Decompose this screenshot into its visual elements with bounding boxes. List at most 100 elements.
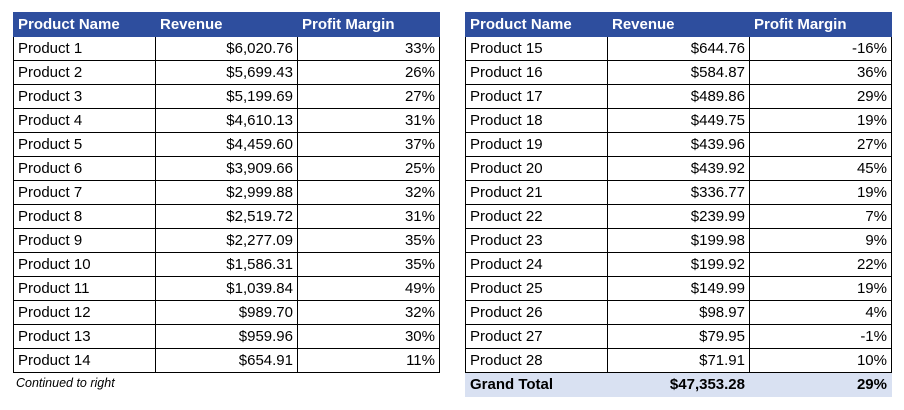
cell-profit-margin: 26% [297, 60, 440, 85]
total-profit-margin: 29% [749, 372, 892, 397]
cell-product-name: Product 11 [13, 276, 156, 301]
footnote: Continued to right [16, 376, 115, 390]
table-row: Product 20 $439.92 45% [465, 156, 892, 181]
cell-revenue: $2,277.09 [155, 228, 298, 253]
table-row: Product 7 $2,999.88 32% [13, 180, 440, 205]
cell-profit-margin: 35% [297, 228, 440, 253]
cell-product-name: Product 1 [13, 36, 156, 61]
cell-revenue: $71.91 [607, 348, 750, 373]
table-row: Product 28 $71.91 10% [465, 348, 892, 373]
cell-profit-margin: -16% [749, 36, 892, 61]
cell-product-name: Product 12 [13, 300, 156, 325]
cell-product-name: Product 3 [13, 84, 156, 109]
cell-revenue: $449.75 [607, 108, 750, 133]
cell-profit-margin: 30% [297, 324, 440, 349]
cell-revenue: $2,999.88 [155, 180, 298, 205]
cell-product-name: Product 18 [465, 108, 608, 133]
cell-revenue: $959.96 [155, 324, 298, 349]
cell-product-name: Product 16 [465, 60, 608, 85]
product-table-right: Product Name Revenue Profit Margin Product… [465, 12, 892, 397]
cell-revenue: $199.92 [607, 252, 750, 277]
cell-profit-margin: 31% [297, 108, 440, 133]
table-row: Product 21 $336.77 19% [465, 180, 892, 205]
cell-profit-margin: 22% [749, 252, 892, 277]
cell-product-name: Product 10 [13, 252, 156, 277]
table-header: Product Name Revenue Profit Margin [465, 12, 892, 37]
cell-profit-margin: 37% [297, 132, 440, 157]
cell-profit-margin: 19% [749, 180, 892, 205]
table-row: Product 15 $644.76 -16% [465, 36, 892, 61]
cell-product-name: Product 14 [13, 348, 156, 373]
cell-revenue: $336.77 [607, 180, 750, 205]
cell-product-name: Product 7 [13, 180, 156, 205]
cell-revenue: $489.86 [607, 84, 750, 109]
cell-product-name: Product 4 [13, 108, 156, 133]
cell-revenue: $6,020.76 [155, 36, 298, 61]
grand-total-row: Grand Total $47,353.28 29% [465, 372, 892, 397]
total-product-name: Grand Total [465, 372, 608, 397]
table-row: Product 24 $199.92 22% [465, 252, 892, 277]
cell-revenue: $4,610.13 [155, 108, 298, 133]
cell-revenue: $239.99 [607, 204, 750, 229]
column-header-revenue: Revenue [155, 12, 298, 37]
cell-product-name: Product 28 [465, 348, 608, 373]
cell-product-name: Product 22 [465, 204, 608, 229]
table-row: Product 9 $2,277.09 35% [13, 228, 440, 253]
table-row: Product 17 $489.86 29% [465, 84, 892, 109]
column-header-product-name: Product Name [465, 12, 608, 37]
table-row: Product 1 $6,020.76 33% [13, 36, 440, 61]
cell-product-name: Product 26 [465, 300, 608, 325]
cell-revenue: $98.97 [607, 300, 750, 325]
cell-revenue: $2,519.72 [155, 204, 298, 229]
cell-profit-margin: 11% [297, 348, 440, 373]
table-row: Product 22 $239.99 7% [465, 204, 892, 229]
column-header-revenue: Revenue [607, 12, 750, 37]
cell-product-name: Product 19 [465, 132, 608, 157]
cell-revenue: $644.76 [607, 36, 750, 61]
table-row: Product 5 $4,459.60 37% [13, 132, 440, 157]
cell-product-name: Product 23 [465, 228, 608, 253]
cell-revenue: $5,199.69 [155, 84, 298, 109]
cell-revenue: $1,586.31 [155, 252, 298, 277]
cell-revenue: $79.95 [607, 324, 750, 349]
cell-product-name: Product 5 [13, 132, 156, 157]
cell-product-name: Product 2 [13, 60, 156, 85]
column-header-profit-margin: Profit Margin [297, 12, 440, 37]
column-header-product-name: Product Name [13, 12, 156, 37]
cell-profit-margin: 19% [749, 276, 892, 301]
table-row: Product 18 $449.75 19% [465, 108, 892, 133]
cell-revenue: $1,039.84 [155, 276, 298, 301]
table-header: Product Name Revenue Profit Margin [13, 12, 440, 37]
cell-revenue: $439.96 [607, 132, 750, 157]
cell-revenue: $439.92 [607, 156, 750, 181]
column-header-profit-margin: Profit Margin [749, 12, 892, 37]
table-row: Product 26 $98.97 4% [465, 300, 892, 325]
table-row: Product 23 $199.98 9% [465, 228, 892, 253]
cell-product-name: Product 17 [465, 84, 608, 109]
cell-revenue: $3,909.66 [155, 156, 298, 181]
table-row: Product 11 $1,039.84 49% [13, 276, 440, 301]
table-row: Product 3 $5,199.69 27% [13, 84, 440, 109]
table-row: Product 13 $959.96 30% [13, 324, 440, 349]
cell-profit-margin: 32% [297, 180, 440, 205]
cell-product-name: Product 6 [13, 156, 156, 181]
cell-revenue: $654.91 [155, 348, 298, 373]
cell-revenue: $4,459.60 [155, 132, 298, 157]
cell-profit-margin: 35% [297, 252, 440, 277]
cell-profit-margin: 27% [297, 84, 440, 109]
cell-profit-margin: 25% [297, 156, 440, 181]
cell-product-name: Product 13 [13, 324, 156, 349]
table-row: Product 14 $654.91 11% [13, 348, 440, 373]
cell-profit-margin: 10% [749, 348, 892, 373]
cell-product-name: Product 15 [465, 36, 608, 61]
total-revenue: $47,353.28 [607, 372, 750, 397]
table-row: Product 10 $1,586.31 35% [13, 252, 440, 277]
cell-profit-margin: 32% [297, 300, 440, 325]
table-row: Product 8 $2,519.72 31% [13, 204, 440, 229]
cell-product-name: Product 24 [465, 252, 608, 277]
table-row: Product 25 $149.99 19% [465, 276, 892, 301]
product-table-left: Product Name Revenue Profit Margin Product… [13, 12, 440, 373]
cell-profit-margin: 4% [749, 300, 892, 325]
cell-profit-margin: -1% [749, 324, 892, 349]
cell-profit-margin: 29% [749, 84, 892, 109]
